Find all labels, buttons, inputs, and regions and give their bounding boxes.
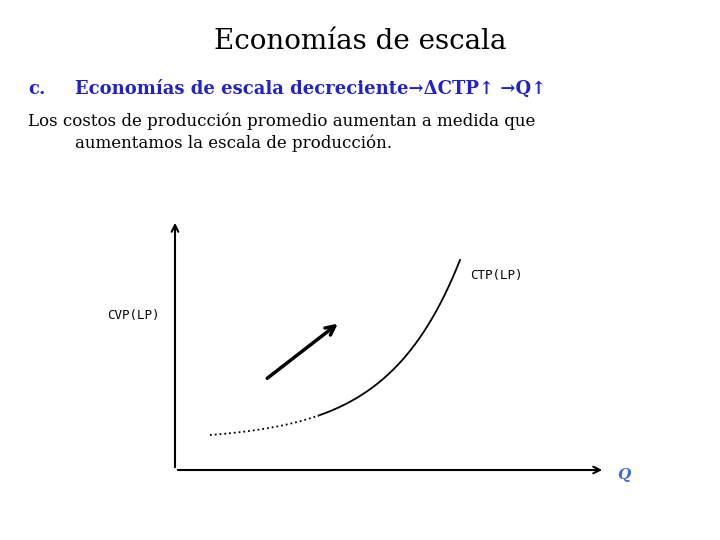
Text: CTP(LP): CTP(LP) [470, 268, 523, 281]
Text: Economías de escala decreciente→ΔCTP↑ →Q↑: Economías de escala decreciente→ΔCTP↑ →Q… [75, 80, 546, 98]
Text: Los costos de producción promedio aumentan a medida que: Los costos de producción promedio aument… [28, 112, 536, 130]
Text: c.: c. [28, 80, 45, 98]
Text: aumentamos la escala de producción.: aumentamos la escala de producción. [75, 134, 392, 152]
Text: Economías de escala: Economías de escala [214, 28, 506, 55]
Text: CVP(LP): CVP(LP) [107, 308, 160, 321]
Text: Q: Q [617, 468, 630, 482]
